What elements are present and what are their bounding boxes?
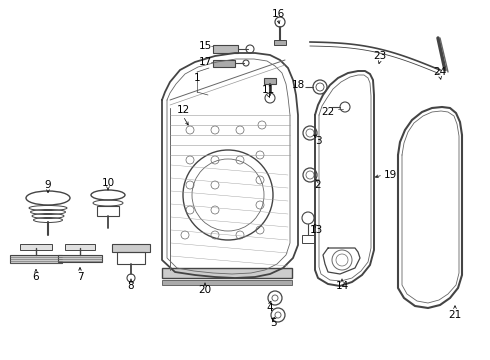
Text: 14: 14 xyxy=(335,281,348,291)
Bar xyxy=(302,235,314,243)
Bar xyxy=(112,244,150,252)
Text: 12: 12 xyxy=(176,105,190,115)
Text: 5: 5 xyxy=(270,318,276,328)
Bar xyxy=(213,60,235,67)
Bar xyxy=(213,45,238,53)
Text: 23: 23 xyxy=(373,51,387,61)
Text: 10: 10 xyxy=(101,178,115,188)
Bar xyxy=(162,268,292,278)
Text: 24: 24 xyxy=(433,67,446,77)
Bar xyxy=(97,206,119,216)
Text: 18: 18 xyxy=(292,80,305,90)
Bar xyxy=(10,255,62,263)
Text: 9: 9 xyxy=(45,180,51,190)
Text: 1: 1 xyxy=(194,73,200,83)
Text: 2: 2 xyxy=(315,180,321,190)
Text: 21: 21 xyxy=(448,310,462,320)
Bar xyxy=(58,255,102,262)
Bar xyxy=(274,40,286,45)
Text: 8: 8 xyxy=(128,281,134,291)
Bar xyxy=(162,280,292,285)
Bar xyxy=(117,252,145,264)
Text: 20: 20 xyxy=(198,285,212,295)
Bar xyxy=(65,244,95,250)
Text: 15: 15 xyxy=(198,41,212,51)
Text: 19: 19 xyxy=(383,170,396,180)
Text: 22: 22 xyxy=(321,107,335,117)
Text: 13: 13 xyxy=(309,225,322,235)
Text: 4: 4 xyxy=(267,303,273,313)
Text: 11: 11 xyxy=(261,85,274,95)
Text: 6: 6 xyxy=(33,272,39,282)
Bar xyxy=(20,244,52,250)
Text: 3: 3 xyxy=(315,136,321,146)
Text: 7: 7 xyxy=(77,272,83,282)
Text: 17: 17 xyxy=(198,57,212,67)
Text: 16: 16 xyxy=(271,9,285,19)
Bar xyxy=(264,78,276,84)
